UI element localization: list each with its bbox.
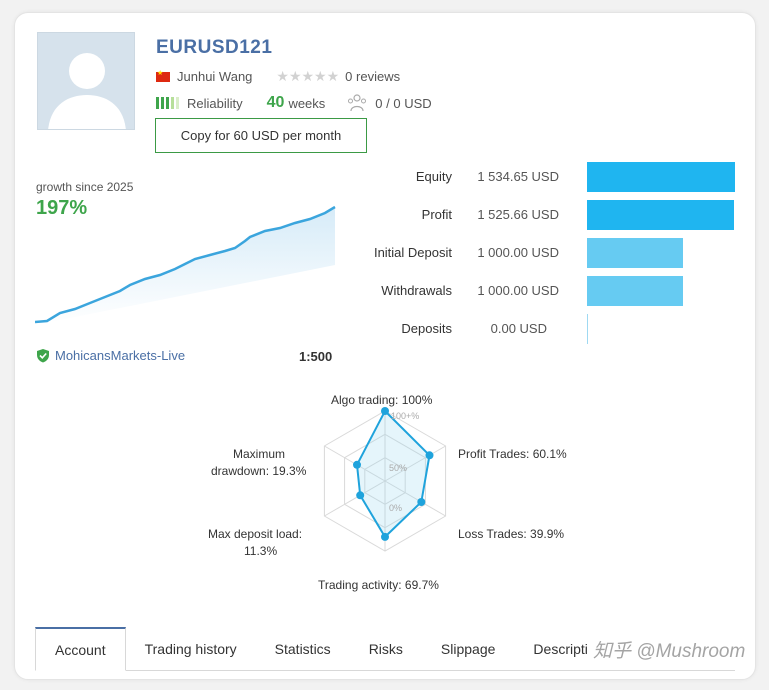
tab-trading-history[interactable]: Trading history [144, 641, 237, 657]
radar-tick-0: 0% [389, 503, 402, 513]
radar-label-activity: Trading activity: 69.7% [318, 578, 439, 592]
user-silhouette-icon [48, 53, 126, 129]
stat-bar-withdrawals [587, 276, 683, 306]
weeks-label: weeks [288, 95, 326, 111]
tab-slippage[interactable]: Slippage [440, 641, 496, 657]
stat-label-profit: Profit [421, 207, 452, 222]
signal-card: EURUSD121 Junhui Wang ★★★★★ 0 reviews Re… [14, 12, 756, 680]
stat-value-equity: 1 534.65 USD [477, 169, 559, 184]
leverage-value: 1:500 [299, 349, 333, 364]
stat-label-initial-deposit: Initial Deposit [373, 245, 452, 260]
radar-point-loss-trades[interactable] [417, 498, 426, 506]
radar-label-drawdown: Maximum [233, 447, 286, 461]
stat-label-equity: Equity [415, 169, 452, 184]
subscribers-value: 0 / 0 USD [375, 95, 432, 111]
reliability-bars-icon [156, 97, 179, 109]
radar-label-algo: Algo trading: 100% [331, 393, 433, 407]
subscribers-icon [348, 94, 367, 112]
stat-label-deposits: Deposits [401, 321, 452, 336]
reviews-count[interactable]: 0 reviews [345, 69, 401, 84]
radar-points [353, 407, 434, 541]
radar-point-profit-trades[interactable] [425, 451, 434, 460]
radar-label-deposit-load-value: 11.3% [244, 544, 278, 558]
broker-row: MohicansMarkets-Live [36, 348, 185, 363]
tab-account[interactable]: Account [35, 627, 126, 671]
radar-label-loss-trades: Loss Trades: 39.9% [458, 527, 565, 541]
radar-axis [384, 445, 446, 482]
verified-shield-icon [37, 349, 49, 363]
radar-point-activity[interactable] [381, 532, 389, 541]
tab-bar: Account Trading history Statistics Risks… [35, 625, 735, 671]
tab-risks[interactable]: Risks [368, 641, 403, 657]
radar-label-deposit-load: Max deposit load: [208, 527, 303, 541]
radar-chart[interactable]: 100+% 50% 0% [315, 399, 455, 559]
radar-axis [384, 480, 446, 517]
stat-bar-deposits [587, 314, 588, 344]
radar-tick-100: 100+% [391, 411, 419, 421]
signal-title[interactable]: EURUSD121 [156, 37, 273, 58]
author-name[interactable]: Junhui Wang [177, 69, 253, 84]
stat-label-withdrawals: Withdrawals [381, 283, 452, 298]
copy-subscribe-button[interactable]: Copy for 60 USD per month [155, 118, 367, 153]
radar-tick-50: 50% [389, 463, 407, 473]
china-flag-icon [156, 69, 170, 82]
growth-label: growth since 2025 [36, 180, 134, 194]
rating-stars-icon: ★★★★★ [276, 68, 340, 84]
stat-bar-equity [587, 162, 735, 192]
reliability-row: Reliability 40 weeks 0 / 0 USD [156, 94, 432, 112]
radar-axis [324, 480, 386, 517]
stat-bar-profit [587, 200, 734, 230]
tab-statistics[interactable]: Statistics [274, 641, 331, 657]
tab-description[interactable]: Descripti [533, 641, 588, 657]
radar-point-drawdown[interactable] [353, 460, 361, 469]
reliability-label: Reliability [187, 95, 243, 111]
growth-chart[interactable] [35, 199, 337, 325]
weeks-value: 40 [266, 94, 285, 111]
stat-bar-initial-deposit [587, 238, 683, 268]
watermark: 知乎 @Mushroom [593, 641, 746, 662]
growth-value: 197% [36, 197, 88, 219]
radar-point-algo[interactable] [381, 407, 389, 415]
stat-value-deposits: 0.00 USD [490, 321, 547, 336]
stat-value-initial-deposit: 1 000.00 USD [477, 245, 559, 260]
growth-line [35, 205, 336, 324]
stat-value-withdrawals: 1 000.00 USD [477, 283, 559, 298]
broker-name[interactable]: MohicansMarkets-Live [55, 348, 186, 363]
author-row: Junhui Wang ★★★★★ 0 reviews [156, 68, 400, 85]
radar-label-drawdown-value: drawdown: 19.3% [211, 464, 307, 478]
stat-value-profit: 1 525.66 USD [477, 207, 559, 222]
radar-point-deposit-load[interactable] [356, 491, 365, 500]
radar-label-profit-trades: Profit Trades: 60.1% [458, 447, 567, 461]
avatar[interactable] [37, 32, 135, 130]
